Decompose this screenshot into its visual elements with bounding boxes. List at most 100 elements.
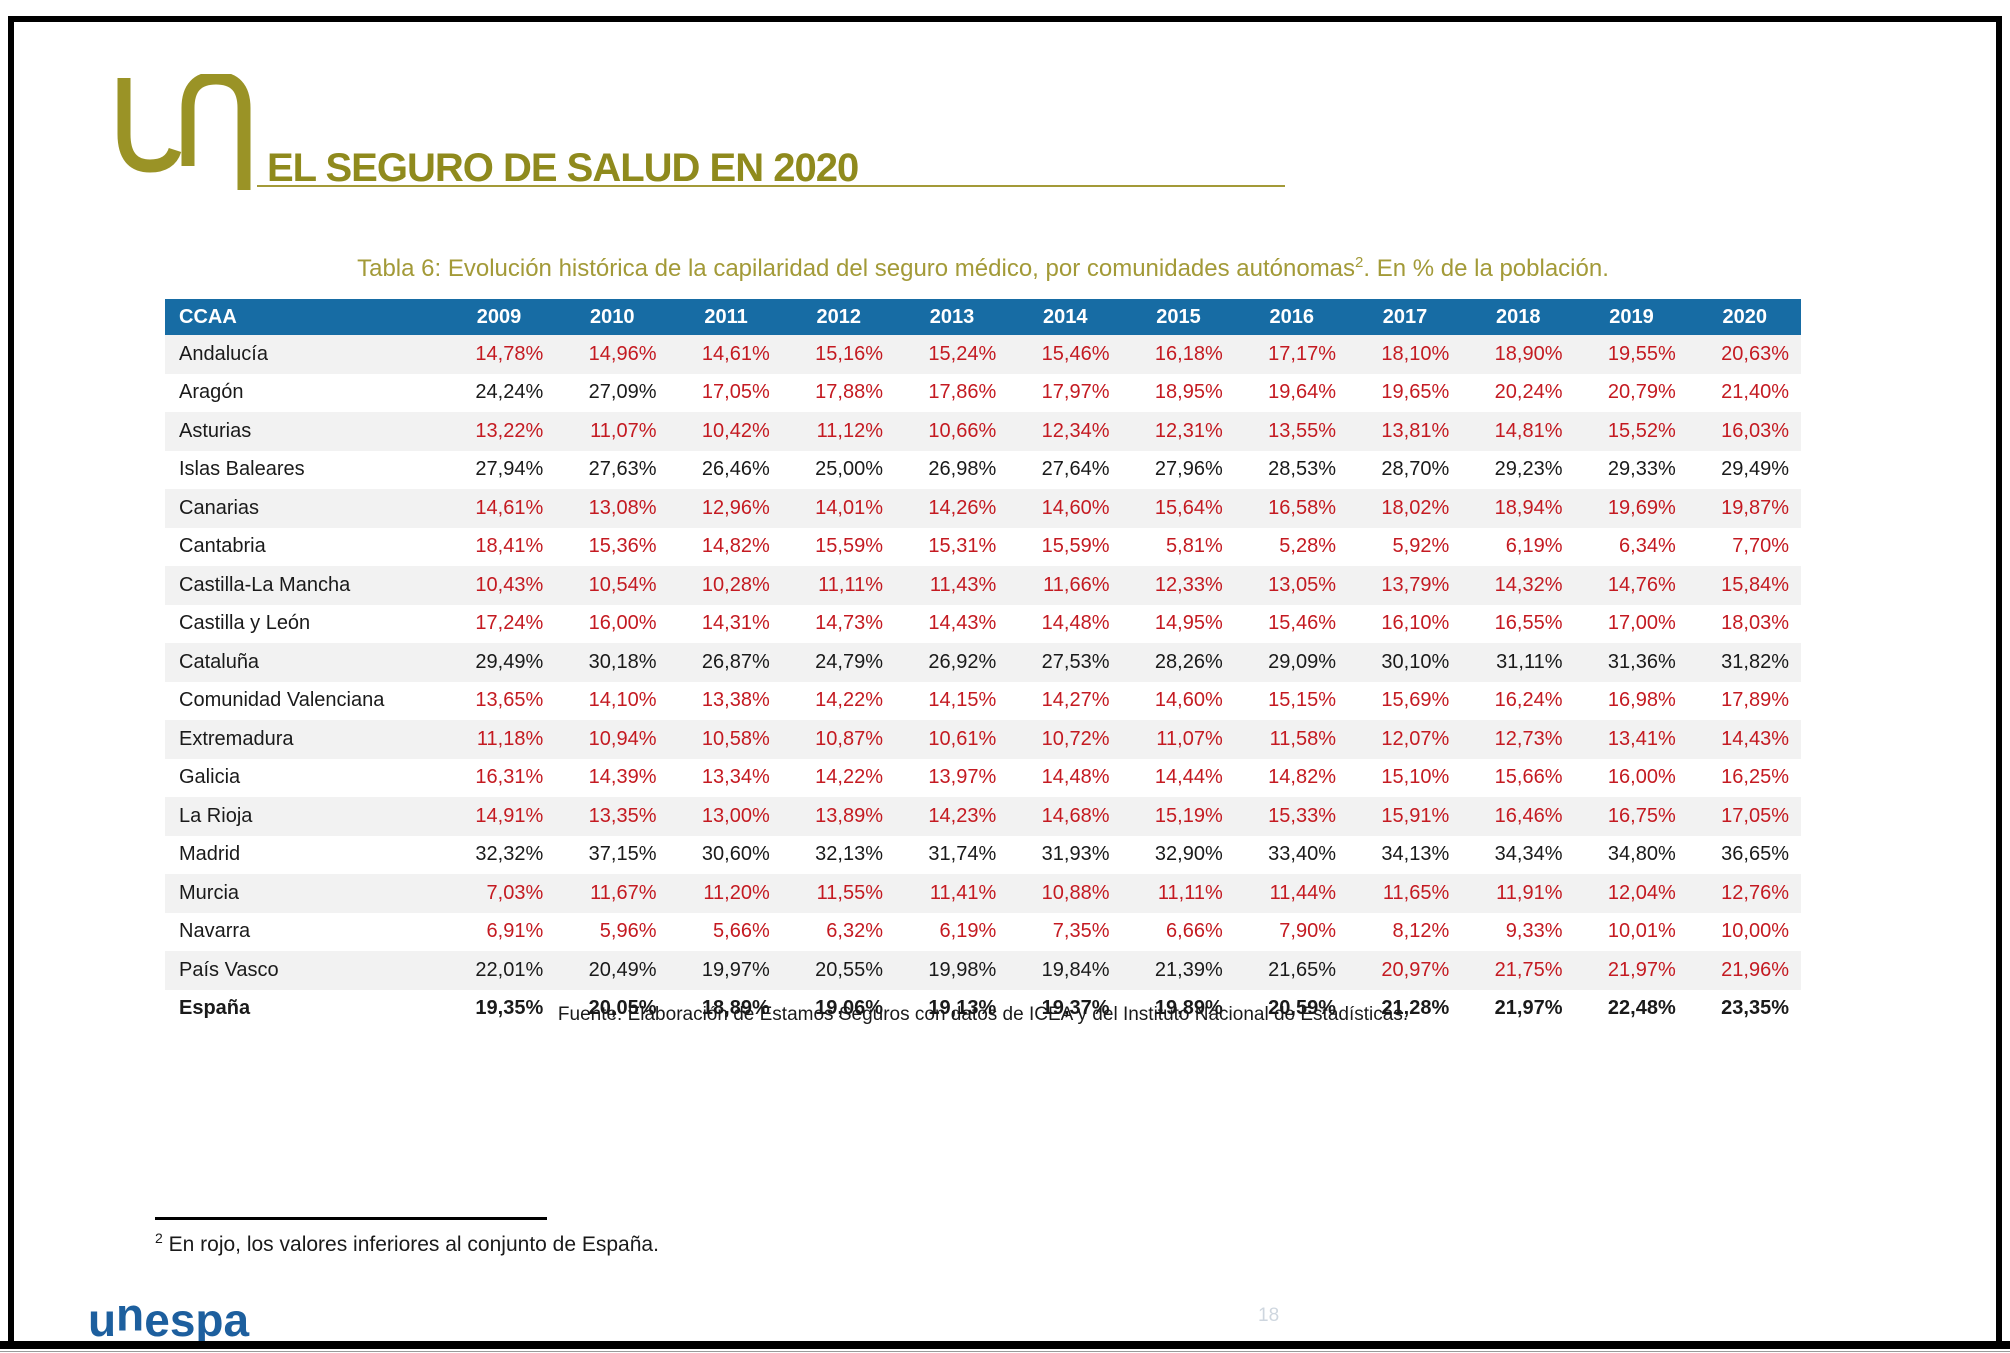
value-cell: 10,66% (928, 419, 997, 442)
value-cell: 14,48% (1041, 766, 1110, 789)
value-cell: 14,81% (1494, 419, 1563, 442)
value-cell: 15,59% (1041, 535, 1110, 558)
value-cell: 11,18% (476, 727, 544, 750)
value-cell: 14,60% (1154, 689, 1223, 712)
row-label: Comunidad Valenciana (179, 689, 385, 712)
value-cell: 14,10% (588, 689, 657, 712)
value-cell: 17,00% (1607, 612, 1676, 635)
value-cell: 11,11% (818, 573, 883, 596)
value-cell: 21,65% (1268, 958, 1336, 981)
value-cell: 19,55% (1607, 342, 1676, 365)
value-cell: 15,69% (1381, 689, 1450, 712)
value-cell: 10,54% (588, 573, 657, 596)
value-cell: 12,31% (1154, 419, 1223, 442)
column-header-year: 2010 (555, 299, 669, 335)
value-cell: 10,43% (475, 573, 544, 596)
value-cell: 14,44% (1154, 766, 1223, 789)
value-cell: 14,15% (928, 689, 997, 712)
value-cell: 18,10% (1381, 342, 1450, 365)
value-cell: 7,70% (1732, 535, 1789, 558)
value-cell: 18,41% (475, 535, 544, 558)
value-cell: 15,33% (1268, 804, 1336, 827)
value-cell: 27,53% (1041, 650, 1110, 673)
value-cell: 20,79% (1607, 381, 1676, 404)
value-cell: 13,55% (1268, 419, 1336, 442)
row-label: Murcia (179, 881, 240, 904)
value-cell: 12,34% (1041, 419, 1110, 442)
value-cell: 10,28% (701, 573, 770, 596)
value-cell: 31,36% (1607, 650, 1676, 673)
value-cell: 13,34% (701, 766, 770, 789)
row-label: Galicia (179, 766, 241, 789)
column-header-year: 2013 (895, 299, 1009, 335)
value-cell: 29,09% (1268, 650, 1336, 673)
value-cell: 32,13% (815, 843, 883, 866)
table-header: CCAA 2009 2010 2011 2012 2013 2014 2015 2016 2017… (165, 299, 1801, 335)
table-row: Castilla-La Mancha 10,43% 10,54% 10,28% 11,1… (165, 566, 1801, 605)
value-cell: 13,08% (588, 496, 657, 519)
value-cell: 7,35% (1052, 920, 1110, 943)
value-cell: 30,18% (588, 650, 657, 673)
value-cell: 27,94% (475, 458, 544, 481)
value-cell: 14,82% (1268, 766, 1336, 789)
value-cell: 19,89% (1154, 997, 1223, 1020)
value-cell: 19,35% (475, 997, 544, 1020)
value-cell: 21,39% (1154, 958, 1223, 981)
value-cell: 11,55% (816, 881, 883, 904)
value-cell: 10,72% (1041, 727, 1110, 750)
value-cell: 14,23% (928, 804, 997, 827)
row-label: Cantabria (179, 535, 266, 558)
table-row: Murcia 7,03% 11,67% 11,20% 11,55% 11,41% 10,88… (165, 874, 1801, 913)
estamos-seguros-logo-icon (117, 74, 251, 190)
value-cell: 12,07% (1381, 727, 1450, 750)
value-cell: 18,03% (1721, 612, 1789, 635)
value-cell: 15,91% (1381, 804, 1450, 827)
value-cell: 17,97% (1041, 381, 1110, 404)
table-row: Cataluña 29,49% 30,18% 26,87% 24,79% 26,92% 27… (165, 643, 1801, 682)
value-cell: 19,87% (1721, 496, 1789, 519)
footnote: 2 En rojo, los valores inferiores al con… (155, 1230, 659, 1257)
value-cell: 30,60% (701, 843, 770, 866)
value-cell: 11,65% (1382, 881, 1450, 904)
value-cell: 5,92% (1392, 535, 1450, 558)
value-cell: 25,00% (815, 458, 883, 481)
value-cell: 12,73% (1494, 727, 1563, 750)
value-cell: 14,32% (1494, 573, 1563, 596)
column-header-year: 2011 (668, 299, 782, 335)
value-cell: 32,90% (1154, 843, 1223, 866)
value-cell: 30,10% (1381, 650, 1450, 673)
value-cell: 11,66% (1043, 573, 1110, 596)
value-cell: 7,03% (486, 881, 544, 904)
value-cell: 14,61% (701, 342, 770, 365)
table-row: La Rioja 14,91% 13,35% 13,00% 13,89% 14,23% 14… (165, 797, 1801, 836)
value-cell: 18,89% (701, 997, 770, 1020)
value-cell: 7,90% (1279, 920, 1336, 943)
row-label: Asturias (179, 419, 252, 442)
value-cell: 14,39% (588, 766, 657, 789)
table-row: Comunidad Valenciana 13,65% 14,10% 13,38% 14… (165, 682, 1801, 721)
value-cell: 14,43% (1721, 727, 1789, 750)
value-cell: 5,96% (599, 920, 657, 943)
value-cell: 33,40% (1268, 843, 1336, 866)
footnote-marker: 2 (155, 1230, 163, 1246)
value-cell: 16,98% (1607, 689, 1676, 712)
row-label: España (179, 997, 251, 1020)
column-header-year: 2016 (1234, 299, 1348, 335)
column-header-year: 2018 (1461, 299, 1575, 335)
data-table-container: CCAA 2009 2010 2011 2012 2013 2014 2015 2016 2017… (165, 299, 1801, 1028)
value-cell: 14,01% (815, 496, 883, 519)
value-cell: 28,70% (1381, 458, 1450, 481)
value-cell: 13,00% (701, 804, 770, 827)
row-label: Islas Baleares (179, 458, 305, 481)
value-cell: 6,91% (486, 920, 544, 943)
value-cell: 13,81% (1381, 419, 1450, 442)
value-cell: 15,66% (1494, 766, 1563, 789)
value-cell: 21,28% (1381, 997, 1450, 1020)
value-cell: 19,69% (1607, 496, 1676, 519)
row-label: Castilla y León (179, 612, 311, 635)
value-cell: 29,49% (475, 650, 544, 673)
value-cell: 20,55% (815, 958, 883, 981)
table-row: Extremadura 11,18% 10,94% 10,58% 10,87% 10,61… (165, 720, 1801, 759)
value-cell: 13,65% (475, 689, 544, 712)
logo-letter: s (169, 1294, 196, 1346)
